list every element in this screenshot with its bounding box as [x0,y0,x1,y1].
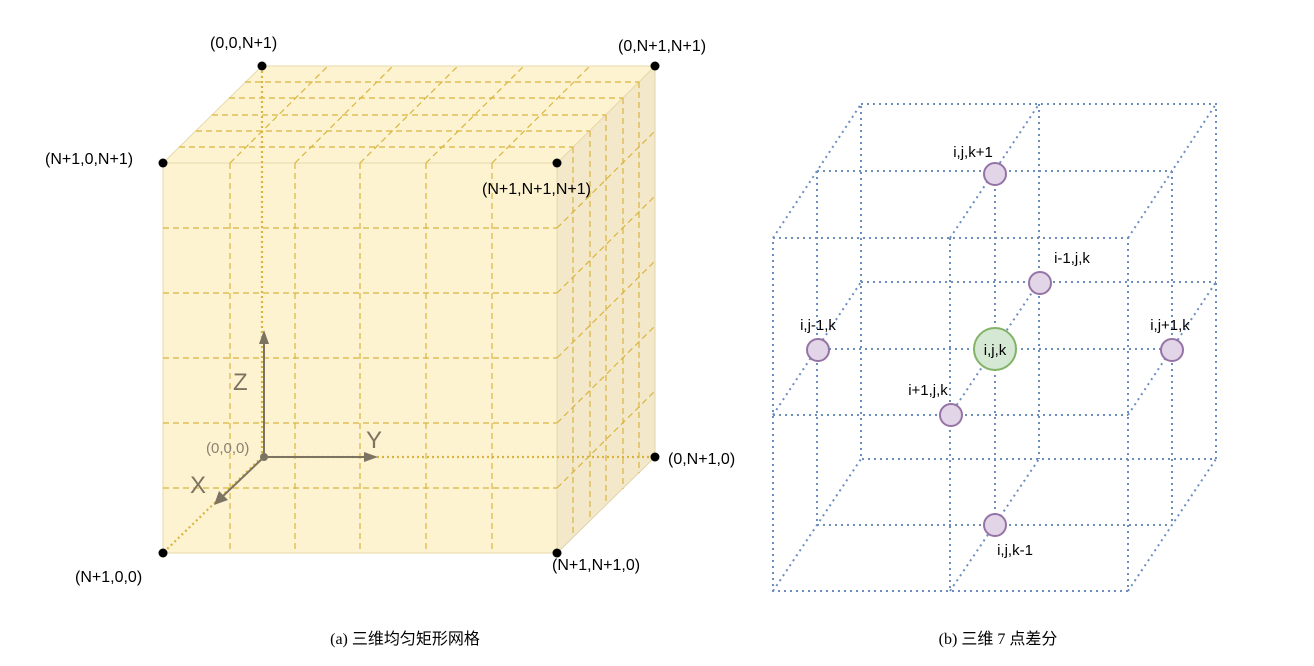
node-label-bottom: i,j,k-1 [997,542,1033,559]
caption-b: (b) 三维 7 点差分 [939,630,1058,648]
side-grid-lines [556,82,656,537]
z-axis-label: Z [233,369,248,396]
node-right [1160,338,1184,362]
node-top [983,162,1007,186]
node-label-back: i-1,j,k [1054,250,1090,267]
origin-point [260,453,268,461]
x-axis-label: X [190,472,206,499]
corner-label-bottom-back-right: (0,N+1,0) [668,451,735,468]
corner-label-top-front-right: (N+1,N+1,N+1) [482,181,591,198]
corner-label-top-back-left: (0,0,N+1) [210,35,277,52]
node-back [1028,271,1052,295]
node-label-left: i,j-1,k [800,317,836,334]
corner-label-bottom-front-right: (N+1,N+1,0) [552,557,640,574]
node-label-center: i,j,k [984,342,1007,359]
corner-label-top-front-left: (N+1,0,N+1) [45,151,133,168]
corner-label-top-back-right: (0,N+1,N+1) [618,38,706,55]
origin-label: (0,0,0) [206,440,249,457]
node-front [939,403,963,427]
stencil-diagram: i,j,k i,j,k+1 i-1,j,k i,j-1,k i,j+1,k i+… [772,103,1217,592]
node-bottom [983,513,1007,537]
corner-points [158,61,660,558]
stencil-grid-lines [772,103,1217,592]
node-label-right: i,j+1,k [1150,317,1190,334]
z-axis-arrow-icon [259,330,269,344]
uniform-grid-diagram: (0,0,N+1) (0,N+1,N+1) (N+1,0,N+1) (N+1,N… [45,35,735,586]
x-axis-line [221,456,265,498]
node-label-top: i,j,k+1 [953,144,993,161]
y-axis-arrow-icon [364,452,378,462]
coordinate-axes [214,330,378,505]
caption-a: (a) 三维均匀矩形网格 [330,630,480,648]
corner-label-bottom-front-left: (N+1,0,0) [75,569,142,586]
node-center [973,327,1017,371]
node-left [806,338,830,362]
node-label-front: i+1,j,k [908,382,948,399]
y-axis-label: Y [366,427,382,454]
x-axis-arrow-icon [214,491,228,505]
